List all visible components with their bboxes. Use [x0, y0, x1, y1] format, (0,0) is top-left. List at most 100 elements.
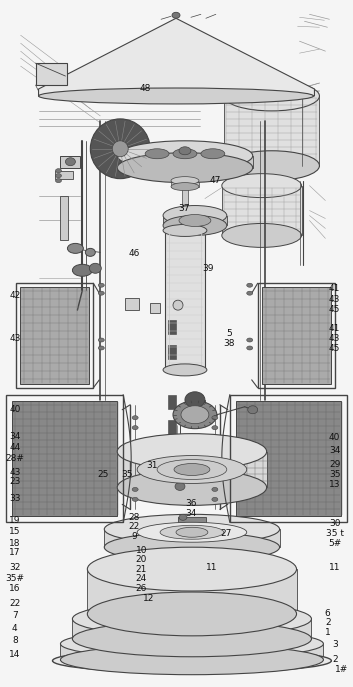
Text: 5: 5 [226, 329, 232, 338]
Ellipse shape [132, 426, 138, 429]
Text: 43: 43 [9, 468, 20, 477]
Text: 35: 35 [329, 471, 341, 480]
Bar [16, 283, 93, 388]
Text: 2: 2 [332, 655, 337, 664]
Ellipse shape [163, 364, 207, 376]
Text: 34: 34 [329, 446, 340, 455]
Ellipse shape [60, 629, 323, 659]
Text: 45: 45 [329, 305, 340, 314]
Text: 40: 40 [329, 433, 340, 442]
Text: 20: 20 [136, 555, 147, 564]
Bar [171, 181, 199, 187]
Ellipse shape [175, 482, 185, 491]
Ellipse shape [224, 150, 319, 181]
Bar [20, 287, 89, 384]
Bar [182, 187, 188, 205]
Ellipse shape [38, 88, 313, 104]
Ellipse shape [212, 488, 218, 491]
Text: 11: 11 [329, 563, 341, 572]
Text: 33: 33 [9, 494, 20, 503]
Ellipse shape [174, 464, 210, 475]
Ellipse shape [53, 649, 331, 673]
Text: 22: 22 [129, 522, 140, 531]
Text: 47: 47 [209, 176, 221, 185]
Ellipse shape [181, 406, 209, 424]
Ellipse shape [163, 205, 227, 225]
Bar [258, 283, 335, 388]
Text: 14: 14 [9, 650, 20, 659]
Text: 5#: 5# [328, 539, 341, 548]
Ellipse shape [173, 401, 217, 429]
Bar [60, 196, 68, 240]
Text: 25: 25 [97, 471, 108, 480]
Text: 41: 41 [329, 324, 340, 333]
Ellipse shape [160, 526, 224, 539]
Ellipse shape [132, 488, 138, 491]
Bar [168, 420, 176, 433]
Ellipse shape [87, 547, 297, 591]
Text: 35: 35 [121, 471, 133, 480]
Text: 34: 34 [9, 432, 20, 441]
Text: 24: 24 [136, 574, 147, 583]
Text: 35 t: 35 t [326, 529, 344, 538]
Ellipse shape [98, 338, 104, 342]
Text: 38: 38 [223, 339, 235, 348]
Text: 10: 10 [136, 545, 147, 554]
Bar [168, 320, 176, 334]
Text: 4: 4 [12, 624, 18, 633]
Ellipse shape [104, 515, 280, 544]
Ellipse shape [98, 346, 104, 350]
Text: 15: 15 [9, 527, 20, 536]
Text: 34: 34 [185, 508, 196, 518]
Ellipse shape [179, 515, 187, 520]
Text: 6: 6 [325, 609, 330, 618]
Ellipse shape [248, 406, 258, 414]
Text: 43: 43 [9, 333, 20, 343]
Ellipse shape [173, 149, 197, 159]
Ellipse shape [137, 522, 247, 542]
Text: 2: 2 [325, 618, 330, 627]
Bar [163, 216, 227, 225]
Text: 45: 45 [329, 344, 340, 354]
Text: 22: 22 [9, 599, 20, 608]
Ellipse shape [157, 460, 227, 480]
Text: 17: 17 [9, 548, 20, 557]
Ellipse shape [87, 592, 297, 636]
Text: 13: 13 [329, 480, 341, 489]
Text: 16: 16 [9, 584, 20, 593]
Text: 37: 37 [178, 203, 189, 212]
Ellipse shape [163, 225, 207, 236]
Ellipse shape [89, 263, 101, 273]
Bar [36, 63, 67, 85]
Ellipse shape [132, 416, 138, 420]
Text: 1#: 1# [335, 665, 348, 674]
Ellipse shape [60, 645, 323, 675]
Text: 42: 42 [9, 291, 20, 300]
Ellipse shape [222, 174, 301, 198]
Text: 31: 31 [146, 461, 158, 470]
Text: 19: 19 [9, 515, 20, 525]
Ellipse shape [132, 497, 138, 502]
Text: 11: 11 [206, 563, 217, 572]
Ellipse shape [185, 392, 205, 408]
Ellipse shape [117, 433, 267, 469]
Text: 3: 3 [332, 640, 337, 649]
Text: 40: 40 [9, 405, 20, 414]
Bar [168, 395, 176, 409]
Ellipse shape [55, 174, 61, 178]
Ellipse shape [179, 214, 211, 227]
Bar [178, 517, 206, 526]
Ellipse shape [171, 183, 199, 190]
Text: 46: 46 [128, 249, 140, 258]
Ellipse shape [67, 243, 83, 254]
Ellipse shape [98, 291, 104, 295]
Text: 41: 41 [329, 284, 340, 293]
Ellipse shape [247, 346, 253, 350]
Ellipse shape [85, 249, 95, 256]
Ellipse shape [117, 469, 267, 506]
Ellipse shape [98, 283, 104, 287]
Text: 1: 1 [325, 628, 330, 637]
Ellipse shape [212, 497, 218, 502]
Bar [87, 569, 297, 614]
Text: 28: 28 [128, 513, 140, 522]
